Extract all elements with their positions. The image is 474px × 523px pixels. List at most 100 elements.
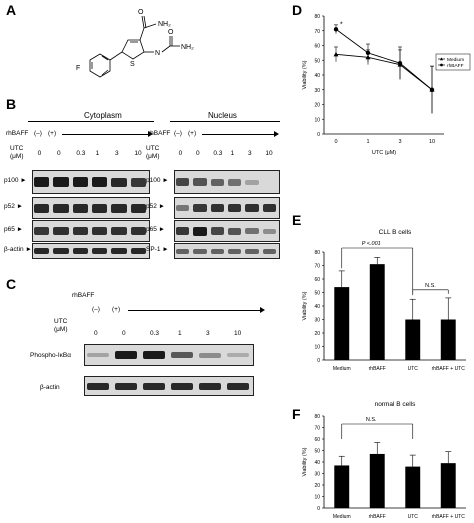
b-cyto-band-0-4 — [111, 177, 127, 187]
b-cyto-band-3-2 — [72, 248, 88, 254]
b-nuc-band-1-3 — [228, 204, 242, 212]
d-ylabel: Viability (%) — [302, 60, 308, 89]
f-xtick-label-3: rhBAFF + UTC — [432, 514, 466, 520]
d-ytick-label-6: 60 — [314, 44, 320, 50]
c-conc-1: 0 — [122, 330, 126, 337]
f-ytick-label-1: 10 — [314, 495, 320, 501]
sulfur-label: S — [130, 61, 135, 68]
b-nuc-blot-row-2 — [174, 220, 280, 242]
b-cyto-band-2-3 — [92, 227, 108, 235]
c-band-1-4 — [199, 382, 221, 390]
c-conc-0: 0 — [94, 330, 98, 337]
d-point-1-0 — [333, 27, 339, 32]
d-legend-box — [435, 53, 471, 71]
b-nuc-arrow-head — [274, 131, 279, 137]
b-cyto-band-2-2 — [72, 227, 88, 235]
b-cyto-band-1-0 — [34, 203, 50, 213]
c-conc-2: 0.3 — [150, 330, 160, 337]
f-ytick-label-7: 70 — [314, 426, 320, 432]
b-cyto-band-3-0 — [34, 248, 50, 254]
c-band-0-0 — [87, 353, 109, 357]
c-row-label-actin: β-actin — [40, 384, 60, 391]
b-nuc-arrow — [202, 134, 276, 135]
b-nuc-band-1-1 — [193, 204, 207, 212]
d-xtick-label-1: 1 — [366, 139, 369, 145]
e-title: CLL B cells — [379, 229, 412, 236]
b-nuc-blot-row-0 — [174, 170, 280, 194]
d-annotation: * — [340, 21, 343, 28]
f-ytick-label-8: 80 — [314, 414, 320, 420]
b-cyto-blot-row-1 — [32, 197, 150, 219]
b-nuc-band-3-1 — [193, 248, 207, 254]
panel-letter-c: C — [6, 276, 17, 292]
b-cyto-blot-row-3 — [32, 243, 150, 259]
b-cyto-conc-0: 0 — [37, 150, 42, 157]
d-ytick-label-2: 20 — [314, 103, 320, 109]
b-nuc-band-3-4 — [245, 248, 259, 254]
e-ytick-label-2: 20 — [314, 331, 320, 337]
b-cyto-band-2-1 — [53, 227, 69, 235]
d-point-1-1 — [365, 50, 371, 56]
f-ytick-label-6: 60 — [314, 437, 320, 443]
d-ytick-label-3: 30 — [314, 88, 320, 94]
f-bar-3 — [440, 463, 456, 508]
e-xtick-label-2: UTC — [408, 366, 419, 372]
f-ylabel: Viability (%) — [302, 447, 308, 476]
b-nuc-band-3-2 — [210, 248, 224, 254]
d-legend-label-0: Medium — [447, 57, 464, 63]
f-bar-2 — [405, 466, 421, 508]
c-band-0-3 — [171, 352, 193, 358]
b-cyto-conc-4: 3 — [115, 150, 119, 157]
c-arrow-head — [260, 307, 265, 313]
f-ytick-label-2: 20 — [314, 483, 320, 489]
b-nuc-band-3-0 — [176, 248, 190, 254]
b-nuc-band-2-2 — [210, 227, 224, 235]
b-cyto-utc-label: UTC — [10, 145, 24, 152]
chemical-structure: F S O NH₂ N O NH₂ — [76, 9, 194, 78]
b-nuc-band-0-4 — [245, 179, 259, 185]
c-band-1-2 — [143, 382, 165, 390]
f-sig1-label: N.S. — [366, 417, 377, 423]
b-nuc-row-label-0: p100 ► — [146, 177, 169, 184]
f-ytick-label-4: 40 — [314, 460, 320, 466]
d-legend-label-1: rhBAFF — [447, 63, 464, 69]
e-sig1-label: P <.001 — [362, 241, 381, 247]
d-xtick-label-3: 10 — [429, 139, 435, 145]
b-nuc-conc-2: 0.3 — [213, 150, 223, 157]
d-ytick-label-5: 50 — [314, 58, 320, 64]
f-ytick-label-5: 50 — [314, 449, 320, 455]
b-nuc-conc-4: 3 — [248, 150, 252, 157]
d-xtick-label-0: 0 — [334, 139, 337, 145]
b-cyto-band-3-4 — [111, 248, 127, 254]
b-nuc-conc-3: 1 — [230, 150, 235, 157]
b-cyto-blot-row-0 — [32, 170, 150, 194]
panel-letter-f: F — [292, 406, 301, 422]
panel-letter-e: E — [292, 212, 302, 228]
b-cyto-conc-5: 10 — [134, 150, 142, 157]
b-nuc-band-2-5 — [262, 228, 276, 234]
b-nuc-band-2-3 — [228, 227, 242, 235]
b-nuc-band-3-5 — [262, 248, 276, 254]
c-arrow — [128, 310, 262, 311]
e-ytick-label-7: 70 — [314, 264, 320, 270]
b-nuc-row-label-3: SP-1 ► — [146, 246, 169, 253]
d-legend-marker-1 — [440, 63, 443, 67]
b-nuc-plus: (+) — [188, 130, 197, 137]
e-ytick-label-0: 0 — [317, 358, 320, 364]
b-nuc-conc-1: 0 — [196, 150, 200, 157]
c-plus: (+) — [112, 306, 121, 313]
b-nuc-utc-label: UTC — [146, 145, 160, 152]
d-ytick-label-8: 80 — [314, 14, 320, 20]
e-sig2-label: N.S. — [425, 283, 436, 289]
e-xtick-label-3: rhBAFF + UTC — [432, 366, 466, 372]
f-xtick-label-2: UTC — [408, 514, 419, 520]
d-point-0-0 — [333, 51, 339, 57]
c-utc-label: UTC — [54, 318, 68, 325]
d-ytick-label-1: 10 — [314, 117, 320, 123]
d-ytick-label-0: 0 — [317, 132, 320, 138]
b-cyto-band-0-1 — [53, 177, 69, 187]
b-cyto-band-2-0 — [34, 227, 50, 235]
c-conc-5: 10 — [234, 330, 242, 337]
d-ytick-label-4: 40 — [314, 73, 320, 79]
b-nuc-band-1-0 — [176, 205, 190, 211]
